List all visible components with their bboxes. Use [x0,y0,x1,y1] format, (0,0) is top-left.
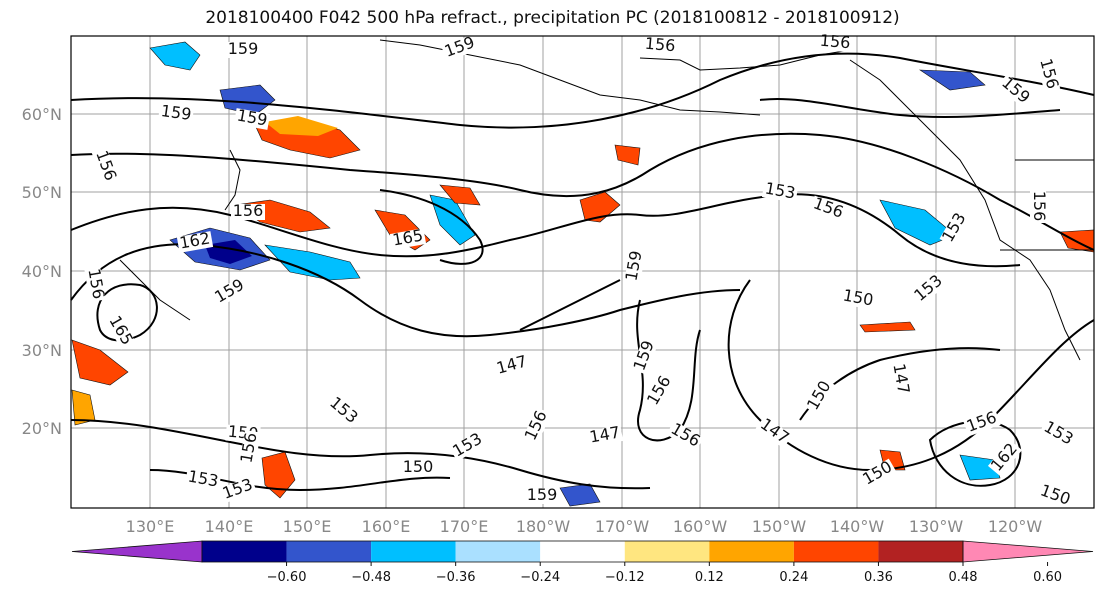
map-title: 2018100400 F042 500 hPa refract., precip… [205,8,900,28]
lon-label: 160°E [362,517,411,536]
lon-label: 150°W [752,517,807,536]
colorbar-segment [624,541,710,562]
contour-label: 150 [403,457,434,476]
lat-label: 30°N [22,341,62,360]
lon-label: 160°W [673,517,728,536]
lon-label: 130°E [126,517,175,536]
colorbar-segment [709,541,794,562]
lon-label: 170°W [595,517,650,536]
contour-label: 159 [160,101,193,124]
lat-label: 50°N [22,183,62,202]
colorbar-segment [793,541,879,562]
lon-label: 120°W [988,517,1043,536]
colorbar-segment [371,541,456,562]
lon-label: 150°E [283,517,332,536]
lon-label: 170°E [440,517,489,536]
colorbar-tick-label: −0.12 [605,570,645,585]
colorbar-tick-label: 0.60 [1033,570,1062,585]
lat-label: 40°N [22,262,62,281]
colorbar-tick-label: 0.24 [779,570,808,585]
colorbar: −0.60 −0.48 −0.36 −0.24 −0.12 0.12 0.24 0.36 0.4… [71,540,1094,585]
lon-label: 130°W [909,517,964,536]
lat-label: 60°N [22,105,62,124]
lon-label: 140°W [830,517,885,536]
colorbar-segment [878,541,963,562]
colorbar-segment [202,541,287,562]
longitude-labels: 130°E 140°E 150°E 160°E 170°E 180°W 170°W 160°W… [126,517,1043,536]
colorbar-extend-high [962,540,1094,563]
lon-label: 180°W [516,517,571,536]
contour-label: 156 [644,34,676,56]
colorbar-segment [540,541,625,562]
contour-label: 156 [819,31,851,53]
plot-frame [70,35,1095,509]
lon-label: 140°E [205,517,254,536]
lat-label: 20°N [22,419,62,438]
colorbar-tick-label: 0.12 [695,570,724,585]
colorbar-tick-label: 0.36 [864,570,893,585]
colorbar-tick-label: −0.48 [351,570,391,585]
contour-label: 159 [527,485,558,504]
latitude-labels: 60°N 50°N 40°N 30°N 20°N [22,105,62,438]
colorbar-tick-label: −0.60 [267,570,307,585]
contour-label: 159 [228,39,259,58]
colorbar-segment [455,541,541,562]
contour-label: 156 [233,201,264,220]
colorbar-tick-label: −0.24 [520,570,560,585]
colorbar-tick-label: −0.36 [436,570,476,585]
contour-label: 156 [1030,191,1049,222]
colorbar-segment [286,541,372,562]
colorbar-tick-label: 0.48 [949,570,978,585]
colorbar-extend-low [71,540,203,563]
graticule [71,36,1094,508]
